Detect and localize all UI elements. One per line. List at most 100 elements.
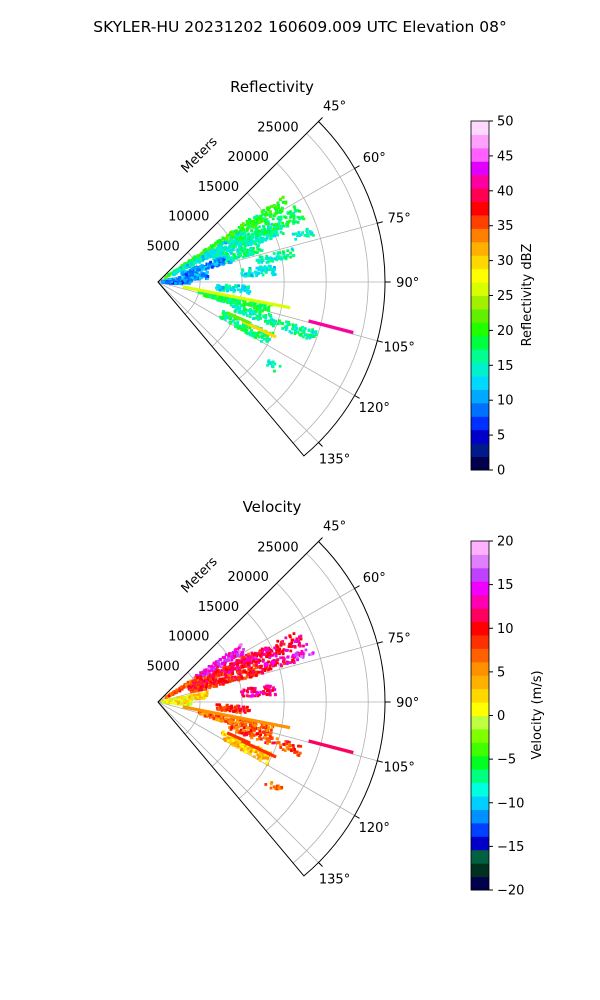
echo-gate: [243, 721, 247, 725]
echo-gate: [240, 271, 244, 275]
echo-gate: [241, 742, 245, 746]
echo-gate: [300, 655, 303, 658]
echo-gate: [238, 650, 241, 654]
echo-gate: [205, 690, 209, 693]
colorbar-swatch: [471, 443, 489, 458]
echo-gate: [244, 659, 248, 663]
echo-gate: [298, 652, 302, 655]
echo-gate: [207, 674, 211, 678]
echo-gate: [257, 693, 261, 696]
echo-gate: [254, 228, 258, 232]
echo-gate: [209, 679, 213, 682]
echo-gate: [281, 660, 285, 663]
echo-gate: [301, 231, 304, 234]
echo-gate: [259, 258, 263, 261]
echo-gate: [229, 664, 233, 668]
echo-gate: [234, 709, 237, 713]
echo-gate: [238, 709, 242, 713]
echo-gate: [239, 643, 243, 647]
echo-gate: [259, 690, 263, 694]
echo-gate: [188, 274, 191, 278]
echo-gate: [255, 266, 259, 270]
echo-gate: [230, 706, 234, 710]
echo-gate: [263, 306, 267, 310]
echo-gate: [256, 229, 260, 233]
echo-gate: [310, 330, 314, 334]
echo-gate: [299, 634, 303, 638]
echo-gate: [274, 224, 278, 228]
echo-gate: [263, 217, 266, 221]
echo-gate: [270, 222, 274, 226]
echo-gate: [254, 666, 258, 670]
echo-gate: [296, 658, 299, 662]
echo-gate: [235, 650, 239, 654]
echo-gate: [261, 228, 264, 232]
echo-gate: [241, 255, 245, 259]
echo-gate: [223, 663, 227, 666]
echo-gate: [206, 275, 210, 278]
echo-gate: [274, 647, 278, 650]
echo-gate: [286, 655, 290, 659]
echo-streak: [226, 311, 251, 325]
echo-gate: [245, 274, 249, 278]
colorbar-swatch: [471, 541, 489, 555]
echo-gate: [293, 645, 297, 649]
echo-gate: [249, 331, 253, 334]
colorbar-swatch: [471, 715, 489, 730]
echo-gate: [193, 275, 197, 279]
echo-gate: [250, 687, 254, 690]
echo-gate: [210, 250, 214, 254]
echo-gate: [215, 261, 219, 264]
echo-gate: [235, 740, 239, 744]
echo-gate: [267, 736, 270, 740]
echo-gate: [266, 257, 270, 261]
echo-gate: [212, 674, 215, 677]
echo-gate: [224, 241, 228, 245]
echo-gate: [223, 661, 227, 665]
echo-gate: [258, 755, 261, 759]
echo-gate: [185, 694, 189, 698]
echo-gate: [244, 324, 248, 328]
echo-gate: [241, 224, 245, 227]
echo-gate: [296, 215, 300, 219]
echo-gate: [161, 701, 165, 704]
echo-gate: [198, 688, 202, 692]
echo-gate: [259, 304, 263, 308]
echo-gate: [263, 667, 267, 671]
echo-gate: [234, 298, 238, 302]
echo-gate: [282, 648, 286, 652]
echo-gate: [250, 736, 253, 740]
echo-gate: [230, 245, 234, 248]
echo-gate: [163, 700, 167, 704]
echo-gate: [243, 233, 247, 237]
echo-gate: [272, 686, 275, 690]
echo-gate: [219, 298, 223, 302]
echo-gate: [258, 217, 262, 220]
echo-gate: [224, 312, 227, 316]
echo-gate: [214, 660, 218, 664]
echo-gate: [271, 736, 274, 740]
echo-gate: [280, 209, 284, 213]
echo-gate: [289, 649, 293, 653]
radial-grid-arc: [265, 162, 327, 412]
echo-gate: [243, 247, 247, 250]
echo-gate: [199, 671, 203, 675]
velocity-colorbar: −20 −15 −10 −5 0 5 10 15 20: [470, 535, 524, 899]
echo-gate: [242, 329, 246, 333]
echo-gate: [192, 256, 196, 260]
echo-gate: [198, 696, 202, 700]
echo-gate: [253, 335, 257, 339]
echo-gate: [254, 242, 258, 246]
echo-gate: [224, 653, 228, 657]
echo-gate: [207, 293, 211, 297]
echo-gate: [280, 642, 284, 646]
echo-gate: [227, 314, 231, 318]
echo-gate: [257, 331, 261, 334]
echo-gate: [190, 273, 194, 277]
echo-gate: [240, 744, 244, 748]
velocity-echoes: [161, 632, 354, 791]
echo-gate: [276, 211, 280, 214]
echo-gate: [254, 674, 258, 677]
echo-gate: [245, 219, 249, 223]
angle-grid-spoke: [157, 281, 319, 443]
